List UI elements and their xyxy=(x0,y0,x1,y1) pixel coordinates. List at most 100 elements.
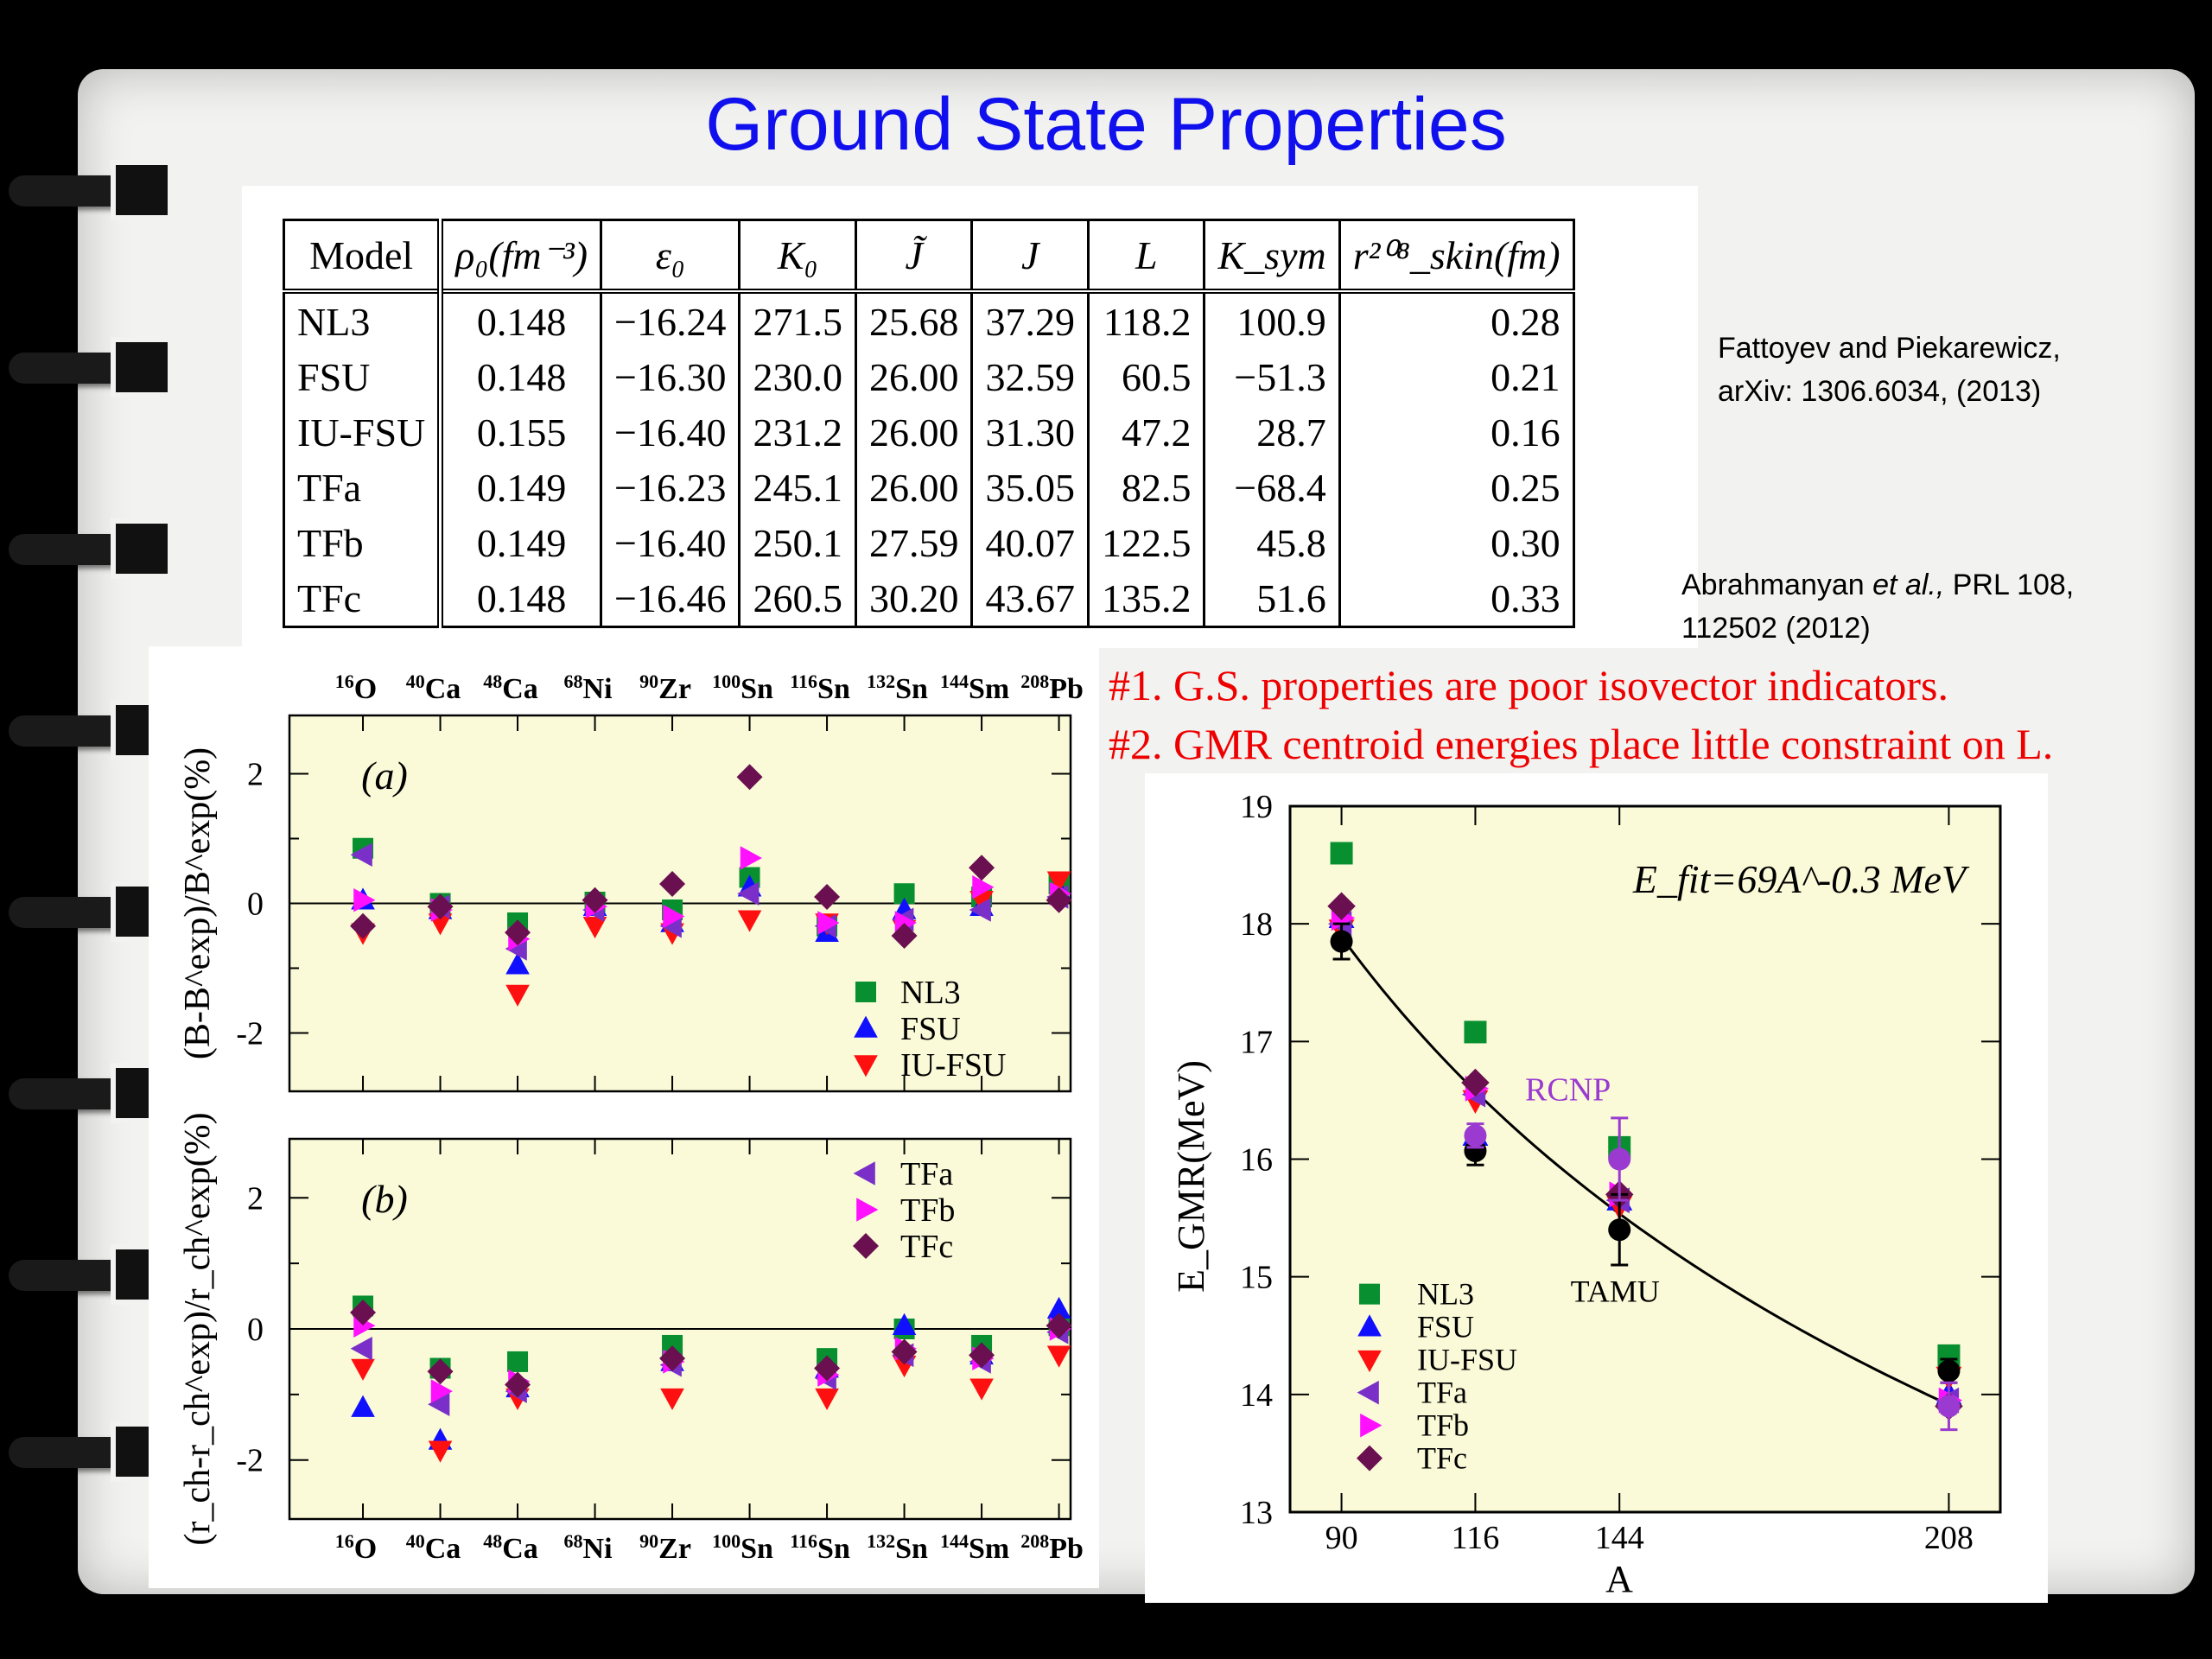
data-point-NL3 xyxy=(1330,842,1353,865)
legend-marker xyxy=(854,1055,878,1077)
table-header-cell: J̃ xyxy=(854,219,974,294)
table-cell: −51.3 xyxy=(1203,349,1341,404)
table-cell: 82.5 xyxy=(1086,460,1206,515)
x-tick-label: 16O xyxy=(335,671,377,705)
data-point-TFc xyxy=(582,887,608,913)
legend-label: TFa xyxy=(900,1156,953,1192)
legend-label: FSU xyxy=(1417,1310,1474,1344)
x-tick-label: 48Ca xyxy=(483,1530,538,1565)
table-cell: 0.148 xyxy=(439,291,603,349)
table-cell: 30.20 xyxy=(854,570,974,628)
x-tick-label: 144Sm xyxy=(940,1530,1009,1565)
data-point-TFb xyxy=(740,846,762,870)
data-point-IU-FSU xyxy=(505,984,530,1007)
table-cell: 35.05 xyxy=(970,460,1090,515)
table-cell: 0.148 xyxy=(439,349,603,404)
y-tick-label: 19 xyxy=(1240,789,1273,825)
ring-icon xyxy=(9,337,181,397)
fit-curve xyxy=(1340,936,1950,1406)
table-cell: NL3 xyxy=(282,291,444,349)
legend-marker xyxy=(1360,1413,1382,1438)
table-cell: 135.2 xyxy=(1086,570,1206,628)
data-point-TFc xyxy=(891,923,918,949)
y-tick-label: 15 xyxy=(1240,1260,1273,1296)
table-cell: −16.23 xyxy=(600,460,741,515)
table-header-cell: ρ₀(fm⁻³) xyxy=(439,219,603,294)
data-point-TFc xyxy=(659,1345,686,1372)
x-tick-label: 116Sn xyxy=(790,1530,850,1565)
table-cell: 231.2 xyxy=(738,404,857,460)
table-cell: 26.00 xyxy=(854,404,974,460)
x-tick-label: 16O xyxy=(335,1530,377,1565)
y-axis-label: E_GMR(MeV) xyxy=(1170,1060,1212,1293)
data-point-NL3 xyxy=(1464,1020,1487,1044)
y-tick-label: 17 xyxy=(1240,1024,1273,1060)
table-cell: 122.5 xyxy=(1086,515,1206,570)
reference-etal: et al., xyxy=(1872,569,1945,601)
data-point-TFc xyxy=(814,884,841,910)
table-header-cell: L xyxy=(1086,219,1206,294)
x-tick-label: 116Sn xyxy=(790,671,850,705)
table-cell: TFc xyxy=(282,570,444,628)
ring-icon xyxy=(9,160,181,220)
plot-area xyxy=(1288,804,2002,1514)
table-cell: −16.30 xyxy=(600,349,741,404)
data-point-TAMU xyxy=(1608,1218,1631,1242)
legend-marker xyxy=(1357,1350,1382,1373)
data-point-NL3 xyxy=(507,1351,529,1372)
data-point-TFc xyxy=(1046,887,1072,913)
table-cell: −16.46 xyxy=(600,570,741,628)
y-tick-label: 2 xyxy=(247,1180,264,1217)
y-tick-label: -2 xyxy=(236,1016,264,1052)
legend-marker xyxy=(1357,1380,1379,1405)
table-cell: 31.30 xyxy=(970,404,1090,460)
table-header-cell: r²⁰⁸_skin(fm) xyxy=(1338,219,1575,294)
x-tick-label: 90Zr xyxy=(639,1530,691,1565)
data-point-TFa xyxy=(737,881,760,906)
y-tick-label: 2 xyxy=(247,757,264,793)
table-cell: FSU xyxy=(282,349,444,404)
table-cell: 51.6 xyxy=(1203,570,1341,628)
table-cell: 0.21 xyxy=(1338,349,1575,404)
table-cell: 60.5 xyxy=(1086,349,1206,404)
data-point-TFc xyxy=(1327,892,1356,920)
y-tick-label: 0 xyxy=(247,887,264,923)
data-point-IU-FSU xyxy=(737,910,762,932)
table-header-cell: ε₀ xyxy=(600,219,741,294)
table-row: TFb 0.149 −16.40 250.1 27.59 40.07 122.5 45.8 0.… xyxy=(282,515,1575,570)
data-point-TFc xyxy=(505,919,531,946)
table-row: TFc 0.148 −16.46 260.5 30.20 43.67 135.2 51.6 0.… xyxy=(282,570,1575,628)
table-cell: 40.07 xyxy=(970,515,1090,570)
table-cell: −16.40 xyxy=(600,404,741,460)
data-point-IU-FSU xyxy=(428,1440,453,1463)
legend-label: TFa xyxy=(1417,1376,1467,1410)
table-cell: 0.148 xyxy=(439,570,603,628)
legend-label: TFc xyxy=(900,1229,953,1265)
data-point-FSU xyxy=(351,1395,375,1417)
table-row: FSU 0.148 −16.30 230.0 26.00 32.59 60.5 −51.3 0.… xyxy=(282,349,1575,404)
y-axis-label: (r_ch-r_ch^exp)/r_ch^exp(%) xyxy=(178,1112,218,1545)
reference-line: 112502 (2012) xyxy=(1681,612,1871,645)
table-cell: 0.28 xyxy=(1338,291,1575,349)
table-cell: 250.1 xyxy=(738,515,857,570)
table-cell: 0.149 xyxy=(439,460,603,515)
reference-line: Abrahmanyan et al., PRL 108, xyxy=(1681,563,2074,607)
table-cell: −16.24 xyxy=(600,291,741,349)
legend-marker xyxy=(856,1198,879,1222)
experiment-label: TAMU xyxy=(1571,1274,1660,1308)
legend-label: TFb xyxy=(1417,1408,1469,1443)
reference-line: arXiv: 1306.6034, (2013) xyxy=(1718,375,2042,408)
data-point-TFc xyxy=(350,1300,377,1326)
table-cell: 0.149 xyxy=(439,515,603,570)
table-body: NL3 0.148 −16.24 271.5 25.68 37.29 118.2 100.9 0… xyxy=(282,291,1575,628)
reference-authors: Abrahmanyan xyxy=(1681,569,1873,601)
x-tick-label: 90 xyxy=(1325,1520,1358,1556)
ring-icon xyxy=(9,518,181,579)
table-header-cell: J xyxy=(970,219,1090,294)
data-point-FSU xyxy=(892,1313,917,1336)
table-cell: 32.59 xyxy=(970,349,1090,404)
x-tick-label: 208Pb xyxy=(1020,671,1084,705)
data-point-TFa xyxy=(969,898,991,922)
panel-label: (b) xyxy=(361,1177,408,1221)
data-point-TFc xyxy=(427,1358,454,1385)
